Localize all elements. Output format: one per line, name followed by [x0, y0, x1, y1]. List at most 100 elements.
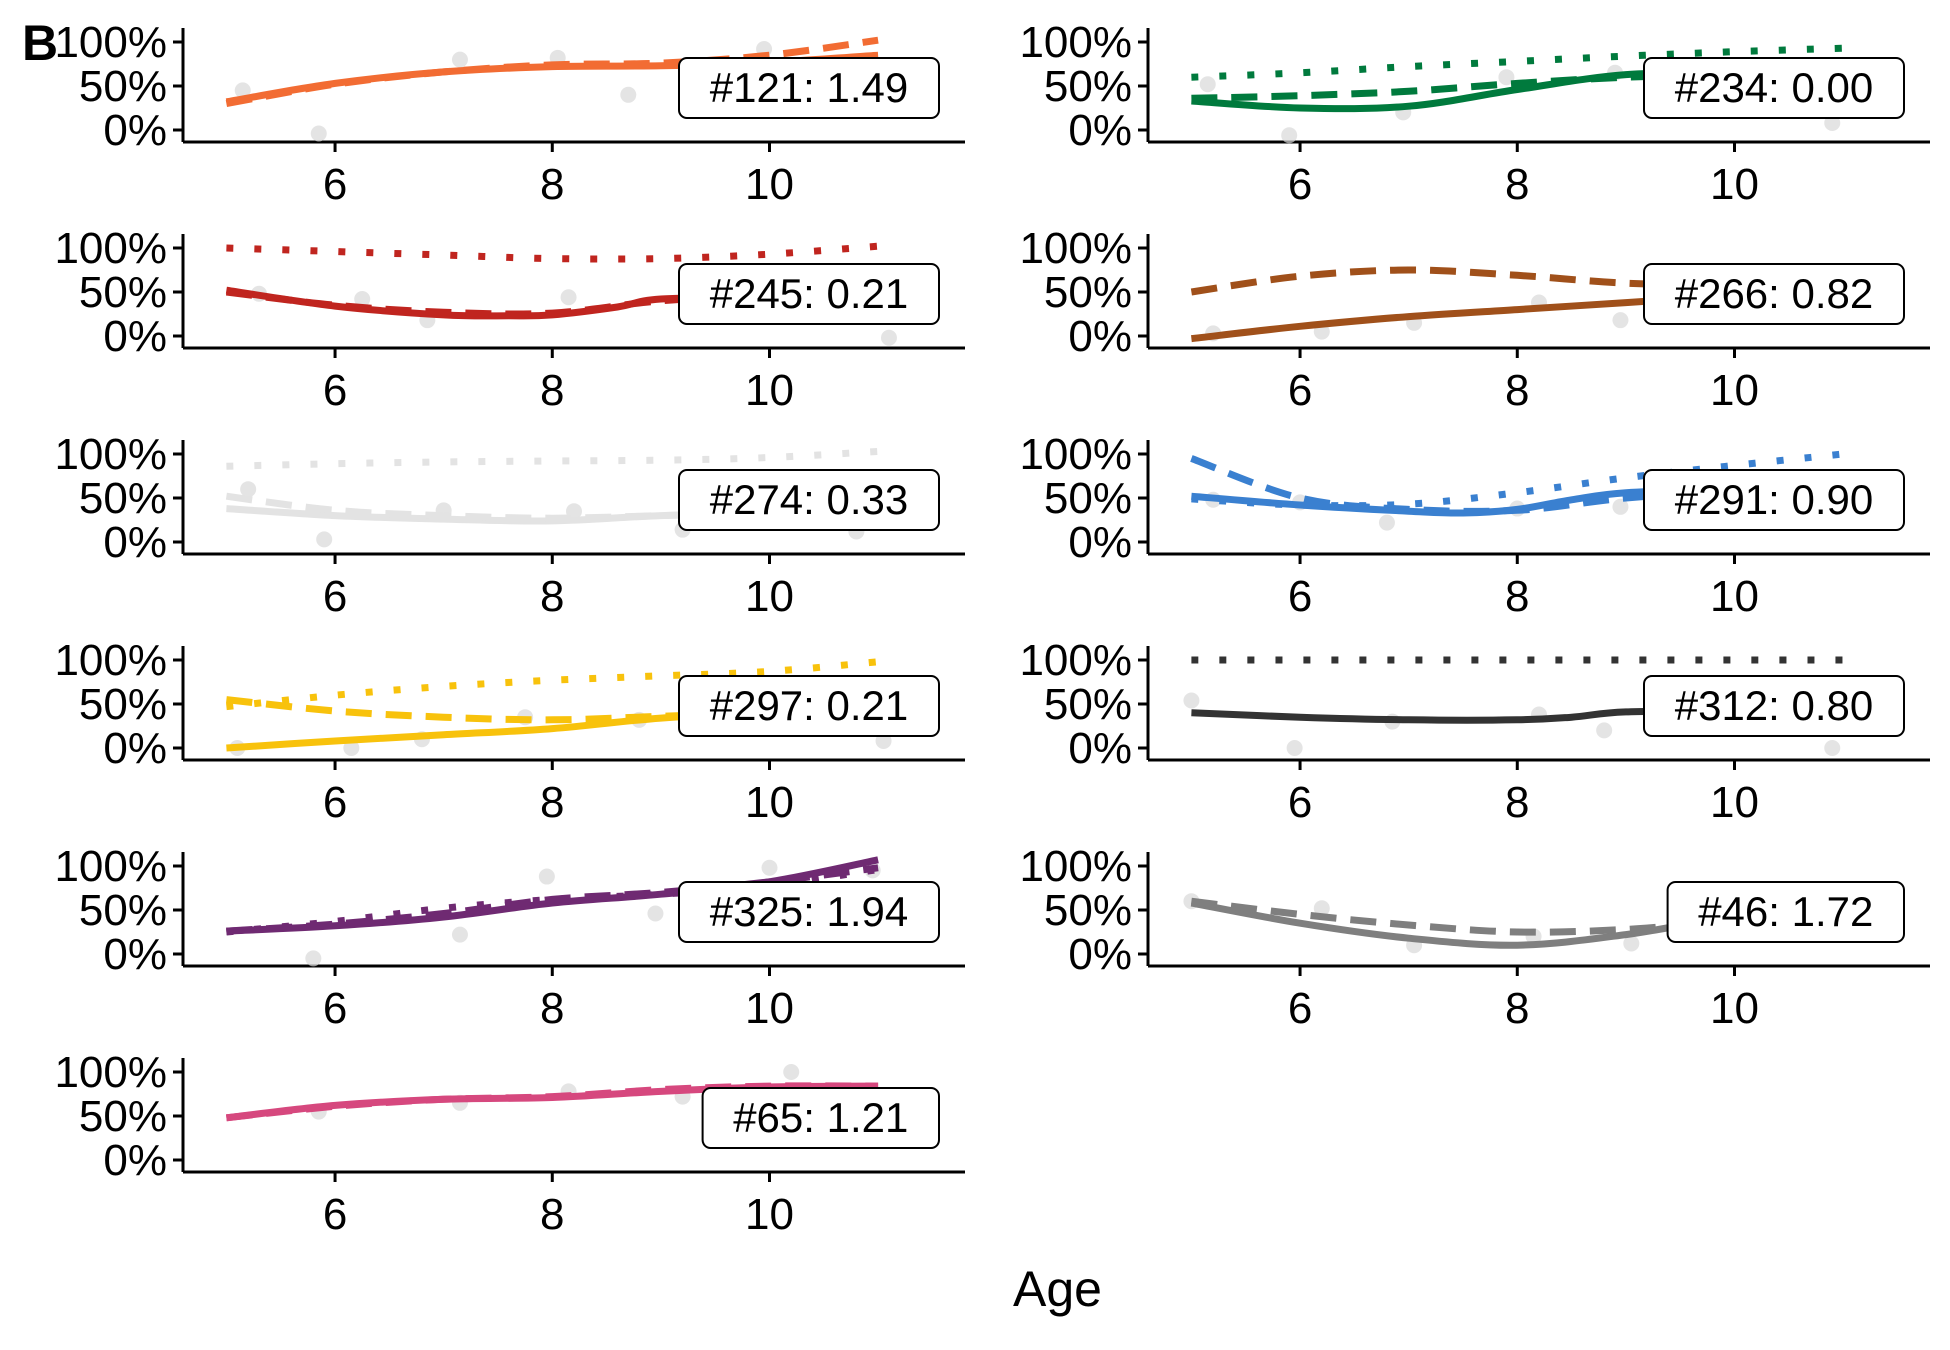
panel-letter: B — [22, 15, 59, 71]
annotation-label: #121: 1.49 — [710, 64, 909, 111]
data-point — [1623, 935, 1640, 952]
panel-46: 0%50%100% 6 8 10 #46: 1.72 — [1019, 842, 1930, 1033]
y-tick-label: 50% — [1044, 268, 1132, 317]
y-tick-label: 100% — [54, 224, 167, 273]
y-tick-label: 50% — [1044, 680, 1132, 729]
data-point — [451, 926, 468, 943]
x-tick-label: 6 — [1288, 572, 1312, 621]
series-line-dashed — [226, 1082, 879, 1122]
data-point — [1612, 312, 1629, 329]
x-tick-label: 10 — [1710, 984, 1759, 1033]
y-tick-label: 50% — [1044, 474, 1132, 523]
y-tick-label: 100% — [54, 636, 167, 685]
x-tick-label: 6 — [323, 160, 347, 209]
x-tick-label: 10 — [745, 366, 794, 415]
annotation-box — [701, 1087, 940, 1149]
x-tick-label: 8 — [540, 778, 564, 827]
y-tick-label: 100% — [1019, 636, 1132, 685]
x-tick-label: 10 — [1710, 366, 1759, 415]
series-line-dashed — [225, 36, 879, 108]
series-line-dotted — [226, 242, 879, 263]
annotation-label: #245: 0.21 — [710, 270, 909, 317]
annotation-label: #325: 1.94 — [710, 888, 909, 935]
y-tick-label: 50% — [79, 268, 167, 317]
y-tick-label: 0% — [1068, 518, 1132, 567]
annotation-box — [678, 881, 940, 943]
data-point — [783, 1064, 800, 1080]
annotation-box — [678, 57, 940, 119]
panel-274: 0%50%100% 6 8 10 #274: 0.33 — [54, 430, 965, 621]
data-point — [647, 905, 664, 922]
annotation-box — [1643, 263, 1905, 325]
x-tick-label: 8 — [540, 984, 564, 1033]
data-point — [234, 82, 251, 99]
y-tick-label: 50% — [79, 886, 167, 935]
data-point — [343, 740, 360, 756]
x-tick-label: 6 — [323, 984, 347, 1033]
data-point — [1199, 76, 1216, 93]
x-tick-label: 10 — [745, 572, 794, 621]
x-tick-label: 8 — [1505, 984, 1529, 1033]
y-tick-label: 100% — [54, 18, 167, 67]
data-point — [451, 51, 468, 68]
y-tick-label: 0% — [1068, 312, 1132, 361]
x-tick-label: 8 — [1505, 572, 1529, 621]
data-point — [620, 86, 637, 103]
annotation-label: #65: 1.21 — [733, 1094, 908, 1141]
x-tick-label: 6 — [323, 1190, 347, 1239]
y-tick-label: 0% — [103, 518, 167, 567]
data-point — [1281, 127, 1298, 144]
x-tick-label: 8 — [1505, 160, 1529, 209]
data-point — [354, 291, 371, 308]
x-tick-label: 8 — [540, 572, 564, 621]
panel-266: 0%50%100% 6 8 10 #266: 0.82 — [1019, 224, 1930, 415]
data-point — [1313, 900, 1330, 917]
series-line-dashed — [1190, 455, 1844, 515]
panel-121: 0%50%100% 6 8 10 #121: 1.49 — [54, 18, 965, 209]
data-point — [1378, 514, 1395, 531]
data-point — [310, 125, 327, 142]
y-tick-label: 0% — [103, 106, 167, 155]
y-tick-label: 100% — [54, 430, 167, 479]
y-tick-label: 100% — [54, 1048, 167, 1097]
data-point — [1824, 740, 1841, 756]
y-tick-label: 0% — [1068, 106, 1132, 155]
x-tick-label: 8 — [540, 1190, 564, 1239]
y-tick-label: 50% — [79, 680, 167, 729]
y-tick-label: 50% — [79, 474, 167, 523]
y-tick-label: 0% — [103, 1136, 167, 1185]
y-tick-label: 50% — [1044, 62, 1132, 111]
panel-291: 0%50%100% 6 8 10 #291: 0.90 — [1019, 430, 1930, 621]
data-point — [1498, 69, 1515, 86]
x-tick-label: 6 — [1288, 778, 1312, 827]
y-tick-label: 100% — [1019, 18, 1132, 67]
y-tick-label: 0% — [1068, 930, 1132, 979]
x-tick-label: 6 — [323, 572, 347, 621]
annotation-box — [1643, 675, 1905, 737]
annotation-box — [678, 675, 940, 737]
data-point — [240, 481, 257, 498]
annotation-label: #274: 0.33 — [710, 476, 909, 523]
annotation-label: #291: 0.90 — [1675, 476, 1874, 523]
x-tick-label: 6 — [1288, 160, 1312, 209]
x-tick-label: 8 — [1505, 778, 1529, 827]
data-point — [538, 868, 555, 885]
x-tick-label: 6 — [1288, 984, 1312, 1033]
x-tick-label: 8 — [540, 160, 564, 209]
data-point — [316, 531, 333, 548]
y-tick-label: 0% — [103, 312, 167, 361]
x-tick-label: 8 — [540, 366, 564, 415]
x-tick-label: 6 — [323, 778, 347, 827]
panel-234: 0%50%100% 6 8 10 #234: 0.00 — [1019, 18, 1930, 209]
data-point — [1612, 498, 1629, 515]
panel-297: 0%50%100% 6 8 10 #297: 0.21 — [54, 636, 965, 827]
data-point — [1596, 722, 1613, 739]
y-tick-label: 50% — [79, 1092, 167, 1141]
data-point — [880, 329, 897, 346]
x-tick-label: 10 — [745, 160, 794, 209]
annotation-label: #266: 0.82 — [1675, 270, 1874, 317]
panel-65: 0%50%100% 6 8 10 #65: 1.21 — [54, 1048, 965, 1239]
y-tick-label: 100% — [1019, 430, 1132, 479]
annotation-box — [678, 263, 940, 325]
